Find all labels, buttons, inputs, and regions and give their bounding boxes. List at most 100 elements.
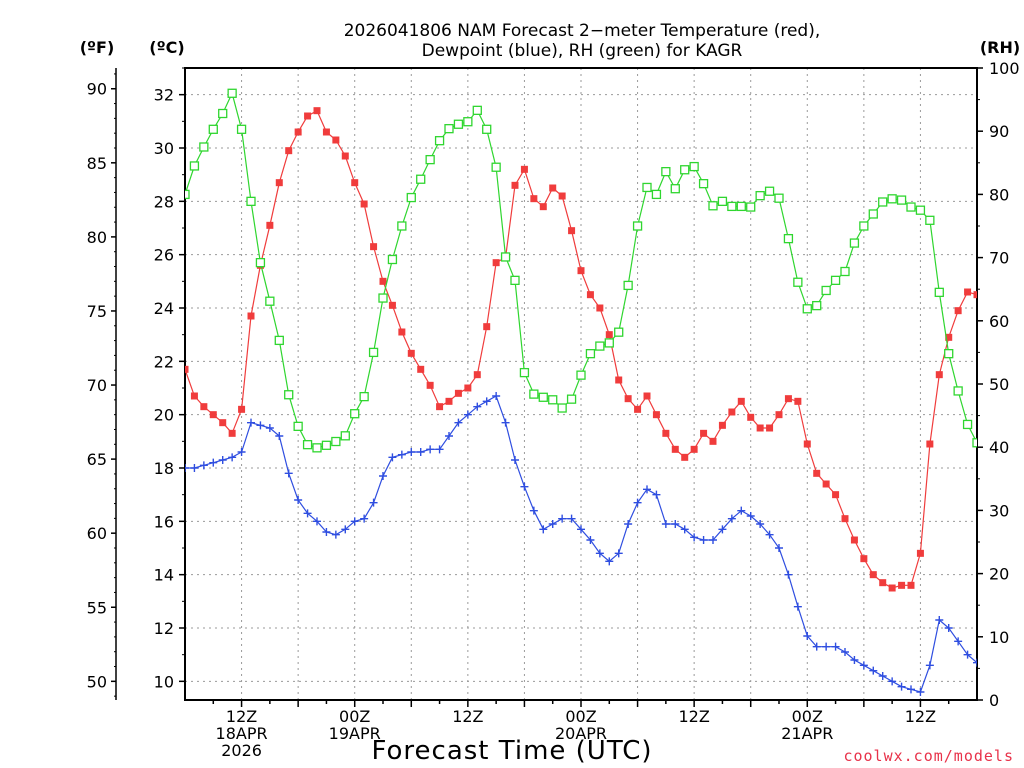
temperature-point [605,331,613,339]
temperature-point [445,397,453,405]
dewpoint-point [369,498,378,507]
rh-point [397,221,407,231]
rh-point [906,202,916,212]
temperature-point [973,291,977,299]
rh-point [293,421,303,431]
rh-point [953,386,963,396]
celsius-tick-label: 26 [154,246,174,265]
dewpoint-point [388,453,397,462]
dewpoint-point [265,424,274,432]
rh-point [538,392,548,402]
rh-point [576,370,586,380]
rh-point [189,161,200,171]
temperature-point [850,536,858,544]
rh-point [698,179,709,189]
celsius-tick-label: 10 [154,672,174,691]
temperature-point [238,405,246,413]
temperature-point [586,291,594,299]
rh-tick-label: 90 [989,122,1009,141]
rh-tick-label: 30 [989,501,1009,520]
fahrenheit-unit-label: (ºF) [80,38,115,57]
dewpoint-point [643,485,651,494]
dewpoint-point [907,685,915,694]
rh-point [878,197,888,207]
dewpoint-point [841,648,849,656]
temperature-point [577,267,585,275]
temperature-point [558,192,566,200]
dewpoint-point [831,642,840,651]
temperature-point [228,429,236,437]
dewpoint-point [294,496,303,504]
temperature-point [379,277,387,285]
dewpoint-point [718,525,727,534]
dewpoint-point [529,506,538,515]
temperature-point [737,397,745,405]
temperature-point [185,365,189,373]
rh-point [463,117,473,127]
x-tick-label: 2026 [221,741,262,760]
dewpoint-point [539,525,548,534]
rh-tick-label: 0 [989,691,999,710]
temperature-point [266,221,274,229]
dewpoint-point [624,520,633,528]
dewpoint-point [218,456,227,464]
rh-point [887,194,897,204]
rh-unit-label: (RH) [980,38,1020,57]
series-rh [185,88,977,453]
dewpoint-point [595,549,604,558]
dewpoint-point [511,456,519,464]
rh-point [566,394,577,404]
temperature-point [700,429,708,437]
temperature-point [766,424,774,432]
x-tick-label: 20APR [555,724,607,743]
x-tick-label: 00Z [339,707,370,726]
rh-point [651,189,662,200]
rh-point [859,221,869,231]
fahrenheit-tick-label: 75 [87,302,107,321]
temperature-point [879,579,887,587]
dewpoint-point [614,549,623,558]
dewpoint-point [482,397,491,406]
temperature-point [464,384,472,392]
rh-point [661,166,671,177]
rh-point [689,161,699,172]
rh-point [500,252,511,262]
data-series [185,88,977,696]
temperature-point [530,195,538,203]
dewpoint-point [567,514,576,523]
rh-point [378,293,388,303]
rh-point [482,124,492,134]
temperature-point [907,581,915,589]
dewpoint-point [793,602,802,611]
celsius-tick-label: 22 [154,352,174,371]
rh-point [331,436,341,447]
rh-point [368,347,379,358]
temperature-point [219,419,227,427]
rh-point [185,189,190,200]
dewpoint-point [331,530,340,539]
rh-point [774,193,784,203]
rh-point [727,201,737,212]
rh-point [670,184,680,194]
rh-point [632,221,643,231]
celsius-tick-label: 18 [154,459,174,478]
rh-point [934,287,944,298]
rh-tick-label: 20 [989,565,1009,584]
fahrenheit-tick-label: 60 [87,524,107,543]
dewpoint-point [963,650,972,659]
x-tick-label: 12Z [226,707,257,726]
dewpoint-point [379,472,387,480]
dewpoint-point [463,410,472,419]
rh-point [359,391,369,402]
dewpoint-point [303,509,312,518]
dewpoint-point [548,520,557,528]
dewpoint-point [973,658,977,667]
temperature-point [803,440,811,448]
rh-point [821,285,831,296]
rh-point [755,191,765,201]
dewpoint-point [426,445,435,454]
rh-point [623,280,633,291]
fahrenheit-tick-label: 90 [87,80,107,99]
temperature-point [624,395,632,403]
temperature-point [634,405,642,413]
